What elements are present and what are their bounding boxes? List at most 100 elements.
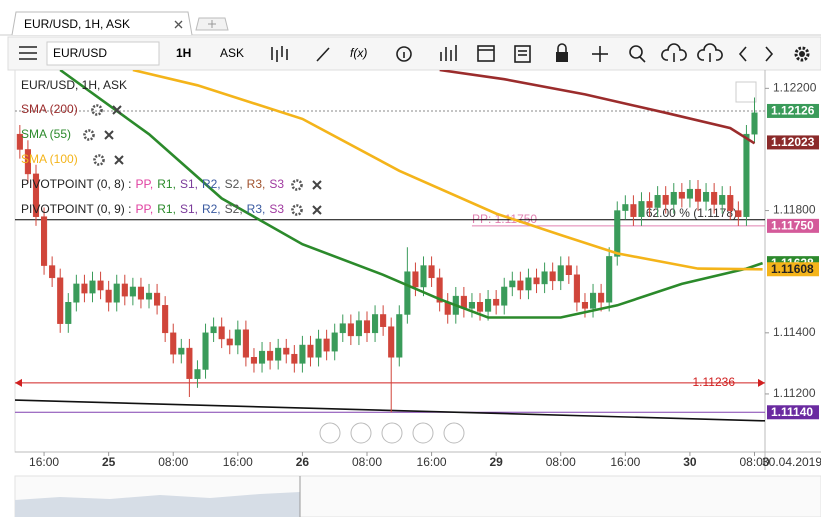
- candle-body: [234, 329, 241, 346]
- candle-body: [581, 302, 589, 309]
- prev-button[interactable]: [738, 46, 747, 62]
- candle-body: [388, 326, 395, 358]
- x-tick-label: 08:00: [352, 455, 382, 469]
- candle-body: [630, 204, 637, 217]
- chart: 1.12200 1.11800 1.11400 1.11200 16:00 25 08:00…: [14, 70, 821, 469]
- x-tick-label: 16:00: [610, 455, 640, 469]
- candle-body: [65, 302, 72, 324]
- level-label: 62.00 % (1.1178): [646, 206, 737, 220]
- moving-average: [132, 70, 763, 271]
- candle-body: [16, 133, 23, 150]
- timeframe[interactable]: 1H: [176, 46, 191, 60]
- zoom-button[interactable]: [629, 45, 646, 63]
- pivot-item: R2,: [202, 202, 221, 216]
- settings-icon[interactable]: [91, 104, 103, 116]
- zoom-controls: [319, 422, 465, 444]
- x-tick-label: 29: [489, 455, 503, 469]
- candle-body: [89, 280, 96, 294]
- y-tick-label: 1.12200: [773, 81, 817, 95]
- pivot-item: S2,: [225, 177, 243, 191]
- candle-body: [686, 188, 693, 199]
- zoom-in[interactable]: [412, 422, 434, 444]
- moving-average: [439, 70, 756, 145]
- tab[interactable]: [11, 11, 193, 36]
- candle-body: [218, 326, 225, 340]
- price-badge-label: 1.12023: [771, 135, 815, 149]
- pivot-legend: PIVOTPOINT (0, 8) : PP, R1, S1, R2, S2, R3, S3: [21, 177, 284, 191]
- remove-icon[interactable]: [312, 205, 322, 215]
- settings-icon[interactable]: [93, 154, 105, 166]
- x-tick-label: 25: [102, 455, 116, 469]
- candle-body: [331, 332, 338, 352]
- legend-entry: SMA (55): [21, 127, 71, 141]
- menu-button[interactable]: [19, 46, 37, 60]
- candle-body: [468, 302, 475, 309]
- x-tick-label: 26: [296, 455, 310, 469]
- reset[interactable]: [381, 422, 403, 444]
- legend: EUR/USD, 1H, ASK SMA (200) SMA (55) SMA (10…: [21, 78, 322, 216]
- x-tick-label: 16:00: [223, 455, 253, 469]
- zoom-out[interactable]: [350, 422, 372, 444]
- remove-icon[interactable]: [104, 130, 114, 140]
- draw-button[interactable]: [316, 47, 330, 62]
- settings-icon[interactable]: [291, 179, 303, 191]
- x-tick-label: 08:00: [739, 455, 769, 469]
- info-button[interactable]: [396, 46, 412, 62]
- upload-button[interactable]: [661, 43, 687, 62]
- news-button[interactable]: [514, 45, 531, 63]
- price-badge-label: 1.11608: [771, 262, 814, 276]
- candle-body: [654, 195, 661, 208]
- price-type[interactable]: ASK: [220, 46, 244, 60]
- candle-body: [137, 286, 144, 300]
- maximize-button[interactable]: [735, 81, 757, 103]
- tab-close[interactable]: [174, 20, 183, 29]
- pivot-item: R3,: [247, 202, 266, 216]
- indicator-button[interactable]: [440, 45, 457, 61]
- remove-icon[interactable]: [112, 105, 122, 115]
- candle-body: [283, 347, 290, 355]
- date-label: 30.04.2019: [762, 455, 821, 469]
- x-tick-label: 08:00: [158, 455, 188, 469]
- symbol-box[interactable]: [46, 41, 160, 66]
- level-label: 1.11236: [693, 375, 736, 389]
- candle-body: [541, 271, 548, 285]
- candle-body: [291, 353, 298, 364]
- price-badge: [767, 135, 819, 150]
- candle-body: [299, 344, 306, 364]
- navigator-area: [15, 492, 300, 517]
- scroll-left[interactable]: [319, 422, 341, 444]
- download-button[interactable]: [697, 43, 723, 62]
- candle-body: [178, 347, 185, 355]
- settings-icon[interactable]: [83, 129, 95, 141]
- x-tick-label: 30: [683, 455, 697, 469]
- symbol: EUR/USD: [53, 46, 107, 60]
- candle-body: [420, 265, 427, 288]
- candle-body: [622, 204, 629, 211]
- remove-icon[interactable]: [312, 180, 322, 190]
- lock-button[interactable]: [556, 43, 568, 62]
- candle-body: [242, 329, 249, 358]
- crosshair-button[interactable]: [592, 46, 608, 62]
- candle-body: [355, 320, 362, 337]
- candle-body: [565, 265, 572, 276]
- candle-body: [315, 338, 322, 358]
- remove-icon[interactable]: [114, 155, 124, 165]
- settings-button[interactable]: [794, 46, 810, 62]
- candle-body: [202, 332, 209, 370]
- settings-icon[interactable]: [291, 204, 303, 216]
- legend-entry: SMA (100): [21, 152, 78, 166]
- candle-body: [614, 210, 621, 257]
- pivot-item: S1,: [180, 202, 198, 216]
- trendline: [14, 399, 766, 422]
- function-button[interactable]: f(x): [350, 46, 367, 60]
- pivot-item: S1,: [180, 177, 198, 191]
- next-button[interactable]: [765, 46, 774, 62]
- candle-body: [226, 338, 233, 346]
- candle-body: [662, 195, 669, 205]
- price-badge-label: 1.11140: [771, 405, 813, 419]
- candle-body: [557, 265, 564, 282]
- calendar-button[interactable]: [477, 45, 495, 62]
- candle-type-button[interactable]: [271, 46, 288, 62]
- scroll-right[interactable]: [443, 422, 465, 444]
- candle-body: [339, 323, 346, 334]
